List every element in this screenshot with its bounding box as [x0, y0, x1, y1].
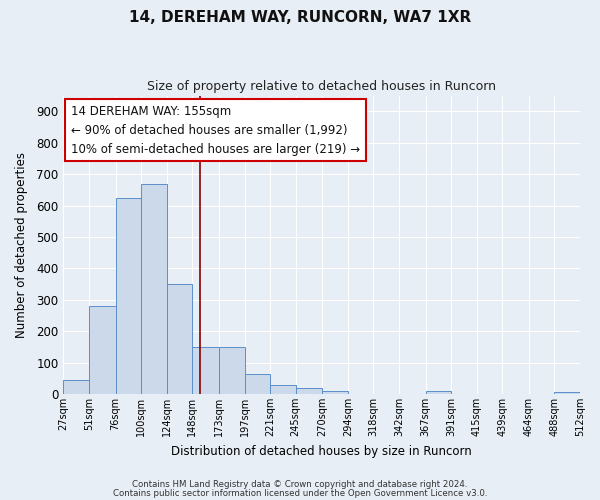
Bar	[64, 380, 89, 394]
Bar	[322, 391, 348, 394]
Bar	[167, 284, 193, 394]
Text: 14 DEREHAM WAY: 155sqm
← 90% of detached houses are smaller (1,992)
10% of semi-: 14 DEREHAM WAY: 155sqm ← 90% of detached…	[71, 104, 361, 156]
Text: 14, DEREHAM WAY, RUNCORN, WA7 1XR: 14, DEREHAM WAY, RUNCORN, WA7 1XR	[129, 10, 471, 25]
X-axis label: Distribution of detached houses by size in Runcorn: Distribution of detached houses by size …	[172, 444, 472, 458]
Bar	[141, 184, 167, 394]
Bar	[425, 391, 451, 394]
Bar	[89, 306, 116, 394]
Bar	[296, 388, 322, 394]
Bar	[193, 347, 219, 394]
Bar	[219, 347, 245, 394]
Bar	[270, 384, 296, 394]
Y-axis label: Number of detached properties: Number of detached properties	[15, 152, 28, 338]
Bar	[554, 392, 580, 394]
Text: Contains public sector information licensed under the Open Government Licence v3: Contains public sector information licen…	[113, 489, 487, 498]
Bar	[245, 374, 270, 394]
Title: Size of property relative to detached houses in Runcorn: Size of property relative to detached ho…	[147, 80, 496, 93]
Text: Contains HM Land Registry data © Crown copyright and database right 2024.: Contains HM Land Registry data © Crown c…	[132, 480, 468, 489]
Bar	[116, 198, 141, 394]
